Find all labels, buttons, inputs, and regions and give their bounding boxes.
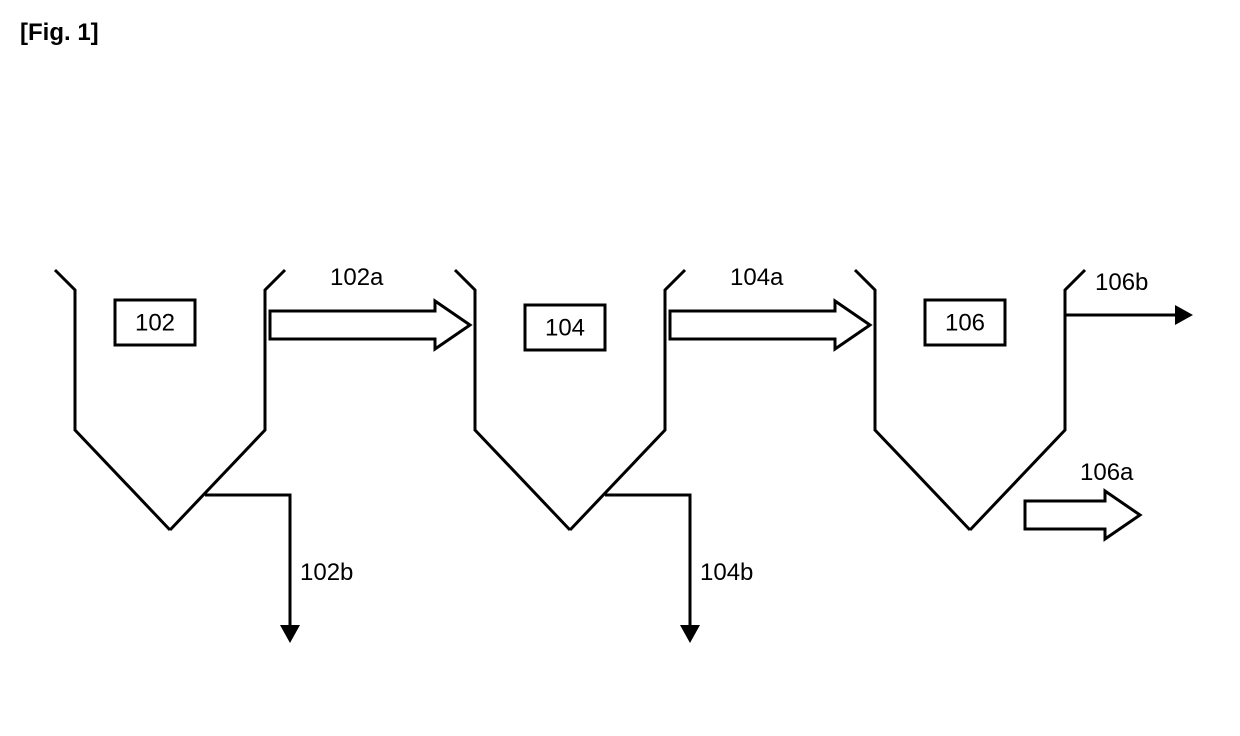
arrow-label-102b: 102b <box>300 559 353 586</box>
arrow-label-102a: 102a <box>330 264 384 291</box>
vessel-104-label: 104 <box>545 315 585 342</box>
vessel-106-label: 106 <box>945 310 985 337</box>
background <box>0 0 1240 736</box>
arrow-label-106b: 106b <box>1095 269 1148 296</box>
arrow-label-104a: 104a <box>730 264 784 291</box>
figure-diagram: [Fig. 1] 102 104 106 102a 104a 106a 102b 104b 106… <box>0 0 1240 736</box>
arrow-label-106a: 106a <box>1080 459 1134 486</box>
figure-caption: [Fig. 1] <box>20 19 99 46</box>
arrow-label-104b: 104b <box>700 559 753 586</box>
vessel-102-label: 102 <box>135 310 175 337</box>
